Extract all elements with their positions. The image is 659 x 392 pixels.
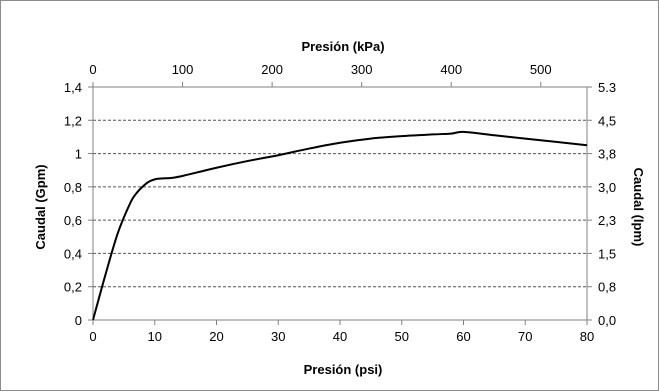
x-tick-label: 0 xyxy=(89,329,96,344)
y-tick-label: 0,2 xyxy=(64,280,82,295)
series-line xyxy=(92,130,588,321)
x2-tick-label: 100 xyxy=(172,62,194,77)
y2-tick-label: 2,3 xyxy=(598,213,616,228)
y-tick-label: 0,6 xyxy=(64,213,82,228)
y2-tick-label: 0,0 xyxy=(598,313,616,328)
x-tick-label: 30 xyxy=(271,329,285,344)
x-tick-label: 40 xyxy=(333,329,347,344)
series-layer xyxy=(92,130,588,321)
x2-axis-title: Presión (kPa) xyxy=(301,39,384,54)
y2-tick-label: 0,8 xyxy=(598,280,616,295)
y-tick-label: 1,2 xyxy=(64,113,82,128)
x-tick-label: 70 xyxy=(518,329,532,344)
y2-tick-label: 3,8 xyxy=(598,147,616,162)
y2-tick-label: 3,0 xyxy=(598,180,616,195)
x-tick-label: 20 xyxy=(209,329,223,344)
x2-tick-label: 300 xyxy=(351,62,373,77)
y-tick-label: 0,4 xyxy=(64,246,82,261)
y2-tick-label: 5.3 xyxy=(598,80,616,95)
y2-axis-title: Caudal (lpm) xyxy=(631,168,646,247)
x2-tick-label: 0 xyxy=(89,62,96,77)
y-tick-label: 0 xyxy=(75,313,82,328)
y-tick-label: 0,8 xyxy=(64,180,82,195)
y-axis-title: Caudal (Gpm) xyxy=(33,164,48,249)
y-tick-label: 1 xyxy=(75,147,82,162)
y2-tick-label: 1,5 xyxy=(598,246,616,261)
y-tick-label: 1,4 xyxy=(64,80,82,95)
x-tick-label: 10 xyxy=(148,329,162,344)
y2-tick-label: 4,5 xyxy=(598,113,616,128)
x2-tick-label: 400 xyxy=(440,62,462,77)
grid-layer xyxy=(93,119,587,288)
x-tick-label: 80 xyxy=(580,329,594,344)
x2-tick-label: 500 xyxy=(530,62,552,77)
tick-layer: 0 10 20 30 40 50 60 70 80 0 100 200 300 400 500 0 0,2 0,4… xyxy=(64,62,616,344)
x-tick-label: 50 xyxy=(395,329,409,344)
x2-tick-label: 200 xyxy=(261,62,283,77)
x-axis-title: Presión (psi) xyxy=(304,362,383,377)
plot-area xyxy=(92,86,588,321)
x-tick-label: 60 xyxy=(456,329,470,344)
